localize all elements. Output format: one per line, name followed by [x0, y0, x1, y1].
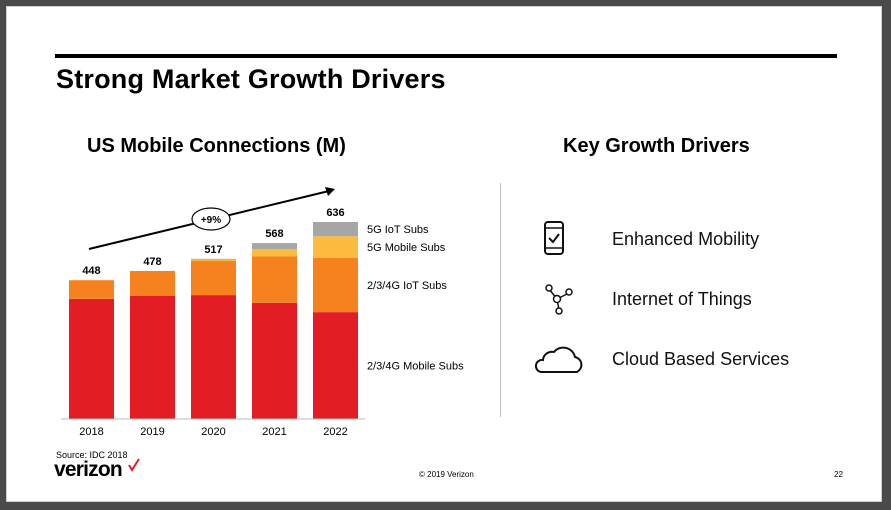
series-label: 5G Mobile Subs — [367, 242, 446, 254]
bar-total-label: 448 — [82, 265, 100, 277]
bar-segment — [252, 249, 297, 257]
slide-title: Strong Market Growth Drivers — [56, 64, 446, 94]
smartphone-check-icon — [544, 221, 564, 255]
chart-title: US Mobile Connections (M) — [87, 135, 346, 157]
bar-total-label: 517 — [204, 244, 222, 256]
verizon-logo: verizon — [54, 458, 123, 481]
title-rule — [55, 54, 837, 58]
bar-segment — [313, 222, 358, 237]
bar-segment — [252, 302, 297, 419]
driver-cloud-based-services: Cloud Based Services — [527, 339, 827, 379]
copyright: © 2019 Verizon — [419, 470, 474, 479]
bar-segment — [130, 295, 175, 419]
growth-annotation-oval — [191, 207, 231, 231]
bar-segment — [191, 259, 236, 262]
bar-segment — [252, 256, 297, 303]
x-tick-label: 2020 — [201, 426, 225, 438]
network-nodes-icon — [545, 284, 573, 315]
verizon-check-icon — [128, 458, 140, 472]
bar-segment — [191, 261, 236, 296]
series-label: 5G IoT Subs — [367, 224, 429, 236]
series-label: 2/3/4G Mobile Subs — [367, 361, 464, 373]
trend-arrowhead — [325, 187, 335, 196]
x-tick-label: 2019 — [140, 426, 164, 438]
bar-total-label: 568 — [265, 228, 283, 240]
growth-annotation-label: +9% — [201, 215, 221, 226]
driver-enhanced-mobility: Enhanced Mobility — [527, 219, 827, 259]
bar-segment — [130, 270, 175, 296]
x-tick-label: 2021 — [262, 426, 286, 438]
drivers-title: Key Growth Drivers — [563, 135, 750, 157]
driver-label: Enhanced Mobility — [612, 229, 760, 249]
bar-segment — [252, 243, 297, 250]
bar-total-label: 478 — [143, 256, 161, 268]
bar-segment — [69, 280, 114, 299]
bar-segment — [69, 298, 114, 419]
bar-segment — [313, 236, 358, 258]
bar-segment — [191, 295, 236, 419]
section-divider — [500, 183, 501, 417]
bar-segment — [313, 312, 358, 419]
x-tick-label: 2018 — [79, 426, 103, 438]
series-label: 2/3/4G IoT Subs — [367, 280, 447, 292]
x-tick-label: 2022 — [323, 426, 347, 438]
driver-label: Internet of Things — [612, 289, 752, 309]
slide: Strong Market Growth Drivers US Mobile C… — [6, 6, 882, 502]
stacked-bar-chart: +9% 448 2018 478 2019 517 2020 568 2021 636 2022 2/… — [61, 187, 464, 438]
driver-internet-of-things: Internet of Things — [527, 279, 827, 319]
bar-segment — [313, 257, 358, 313]
source-note: Source: IDC 2018 — [56, 450, 128, 460]
bar-total-label: 636 — [326, 207, 344, 219]
page-number: 22 — [834, 470, 843, 479]
bar-segment — [191, 258, 236, 260]
driver-label: Cloud Based Services — [612, 349, 790, 369]
cloud-icon — [534, 346, 583, 373]
